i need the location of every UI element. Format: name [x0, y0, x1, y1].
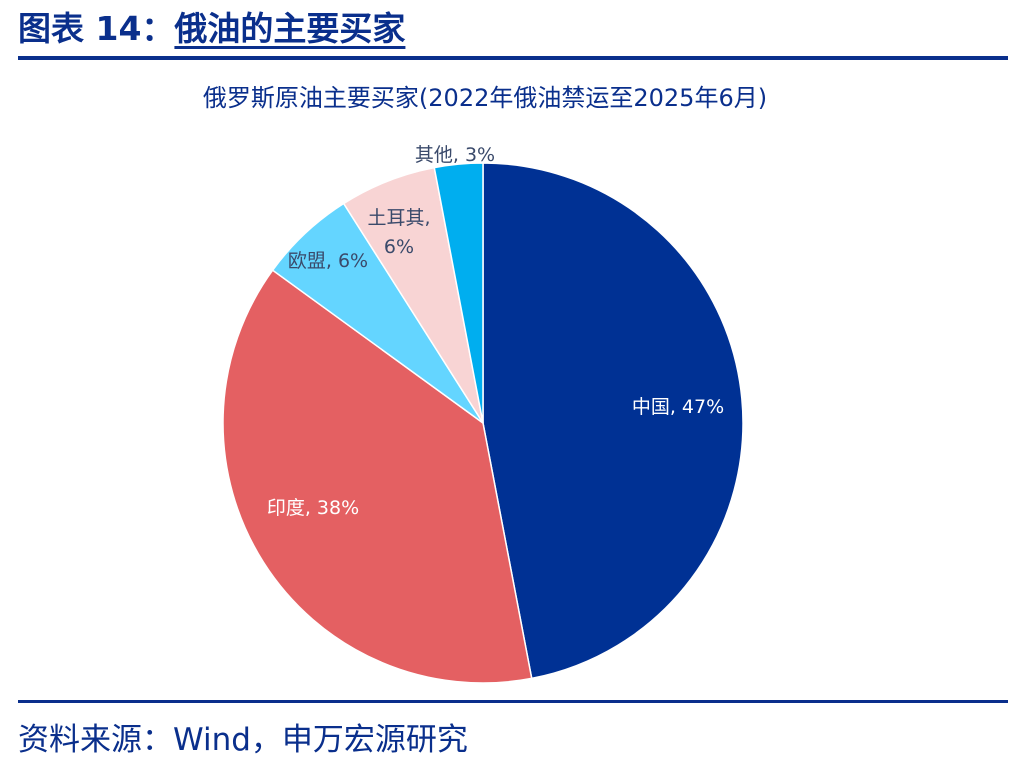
slice-label-4: 其他, 3%	[415, 144, 495, 166]
source-note: 资料来源：Wind，申万宏源研究	[18, 722, 468, 758]
slice-label-0: 中国, 47%	[632, 396, 724, 418]
figure-number: 图表 14：	[18, 9, 175, 48]
pie-slice-1	[222, 269, 533, 684]
chart-title: 俄罗斯原油主要买家(2022年俄油禁运至2025年6月)	[202, 84, 768, 112]
pie-chart: 中国, 47% 印度, 38% 欧盟, 6%土耳其, 6% 其他, 3%	[222, 144, 744, 684]
pie-slice-4	[433, 162, 484, 424]
figure-header: 图表 14：俄油的主要买家	[18, 4, 405, 54]
slice-label-3: 土耳其, 6%	[367, 207, 430, 258]
slice-label-2: 欧盟, 6%	[288, 250, 368, 272]
header-divider	[18, 56, 1008, 60]
pie-slice-0	[482, 162, 744, 680]
figure-title: 俄油的主要买家	[174, 9, 406, 48]
footer-divider	[18, 700, 1008, 703]
slice-label-1: 印度, 38%	[267, 497, 359, 519]
